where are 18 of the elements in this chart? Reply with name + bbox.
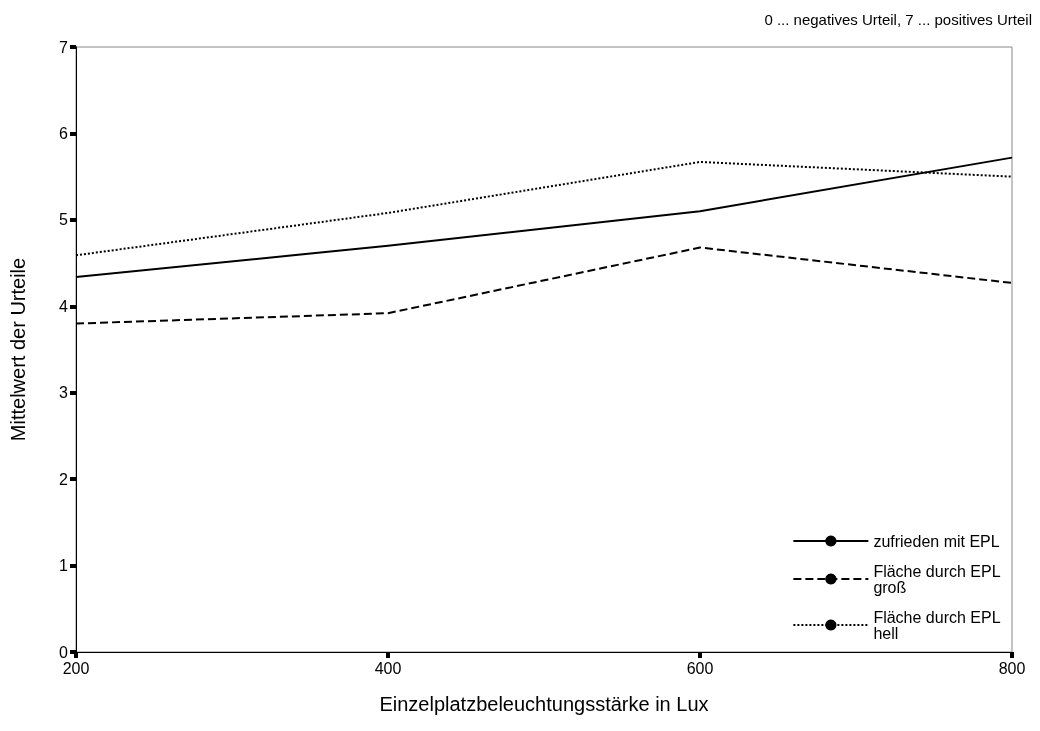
y-tick-label: 1	[59, 557, 69, 575]
y-tick-label: 7	[59, 38, 69, 56]
y-tick-label: 3	[59, 384, 69, 402]
x-tick-label: 400	[374, 659, 402, 677]
text: 0 ... negatives Urteil, 7 ... positives Urteil	[764, 11, 1032, 28]
x-tick-label: 800	[998, 659, 1026, 677]
x-axis-title: Einzelplatzbeleuchtungsstärke in Lux	[379, 693, 709, 715]
x-tick-label: 600	[686, 659, 714, 677]
y-tick-label: 5	[59, 211, 69, 229]
y-tick-label: 4	[59, 297, 69, 315]
legend-label: Fläche durch EPL hell	[873, 608, 1005, 642]
y-tick-label: 6	[59, 124, 69, 142]
legend-label: zufrieden mit EPL	[873, 532, 1000, 550]
legend-label: Fläche durch EPL groß	[873, 562, 1005, 596]
y-tick-label: 2	[59, 470, 69, 488]
x-tick-label: 200	[62, 659, 90, 677]
y-axis-title: Mittelwert der Urteile	[7, 257, 29, 442]
y-tick-label: 0	[59, 643, 69, 661]
